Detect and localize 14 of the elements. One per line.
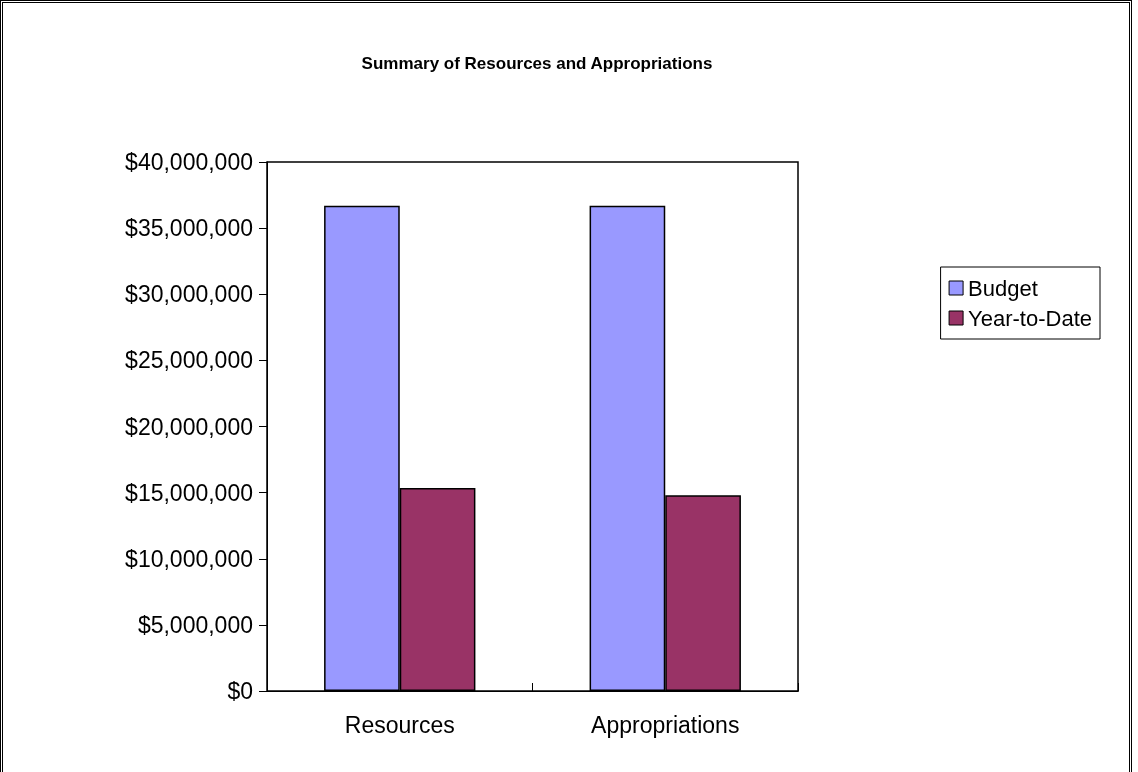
y-tick-label: $5,000,000 [137, 611, 253, 638]
y-tick-label: $15,000,000 [125, 479, 253, 506]
y-tick-label: $0 [227, 678, 253, 704]
x-tick-label: Resources [344, 711, 455, 738]
y-tick-label: $10,000,000 [125, 545, 253, 572]
legend-label: Year-to-Date [968, 305, 1092, 331]
y-tick-label: $20,000,000 [125, 413, 253, 440]
y-tick-label: $40,000,000 [125, 149, 253, 175]
y-tick-label: $25,000,000 [125, 347, 253, 374]
y-tick-label: $30,000,000 [125, 281, 253, 308]
x-tick-label: Appropriations [591, 711, 740, 738]
legend-label: Budget [968, 275, 1038, 301]
y-tick-label: $35,000,000 [125, 215, 253, 242]
chart-title: Summary of Resources and Appropriations [361, 54, 713, 73]
